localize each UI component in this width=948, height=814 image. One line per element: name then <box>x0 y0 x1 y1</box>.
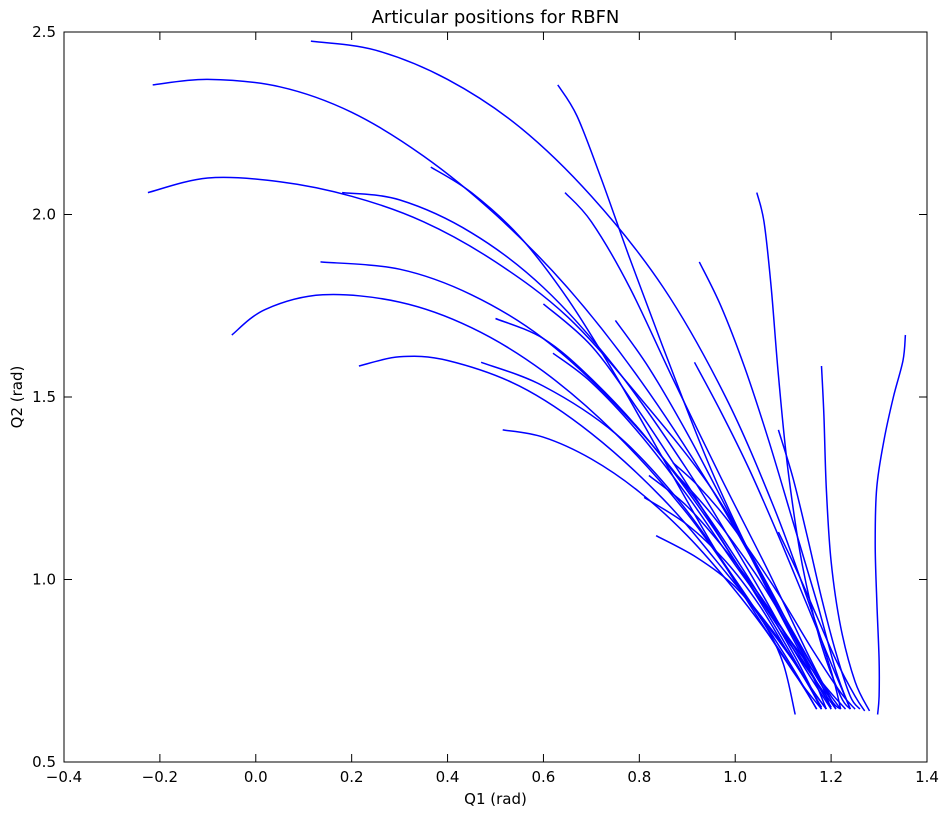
y-tick-label: 2.0 <box>32 206 56 224</box>
trajectory-line-20 <box>693 361 851 710</box>
trajectory-line-10 <box>480 361 818 710</box>
y-tick-label: 0.5 <box>32 753 56 771</box>
trajectory-line-18 <box>648 474 832 708</box>
trajectory-line-2 <box>152 78 832 710</box>
trajectory-line-3 <box>147 176 827 710</box>
trajectory-line-22 <box>756 192 851 710</box>
y-axis: 0.5 1.0 1.5 2.0 2.5 <box>32 23 927 771</box>
trajectory-line-28 <box>552 352 847 710</box>
trajectory-line-7 <box>358 355 823 708</box>
trajectory-line-11 <box>495 317 827 710</box>
x-axis-label: Q1 (rad) <box>464 790 527 808</box>
y-tick-label: 1.5 <box>32 388 56 406</box>
series-lines-group <box>147 40 907 715</box>
x-tick-label: 1.0 <box>723 768 747 786</box>
trajectory-line-23 <box>777 429 861 710</box>
x-tick-label: −0.4 <box>46 768 82 786</box>
x-tick-label: 0.8 <box>627 768 651 786</box>
trajectory-line-26 <box>874 334 907 715</box>
trajectory-line-27 <box>672 462 856 710</box>
trajectory-line-1 <box>310 40 842 710</box>
x-tick-label: 0.4 <box>436 768 460 786</box>
trajectory-line-16 <box>643 496 827 710</box>
chart-title: Articular positions for RBFN <box>372 7 620 28</box>
trajectory-line-17 <box>655 535 796 715</box>
trajectory-line-14 <box>564 192 837 710</box>
y-tick-label: 1.0 <box>32 571 56 589</box>
x-tick-label: 0.0 <box>244 768 268 786</box>
y-tick-label: 2.5 <box>32 23 56 41</box>
x-tick-label: 1.4 <box>915 768 939 786</box>
trajectory-line-19 <box>669 467 842 710</box>
trajectory-line-25 <box>820 365 871 712</box>
x-axis: −0.4 −0.2 0.0 0.2 0.4 0.6 0.8 1.0 1.2 1.4 <box>46 32 939 786</box>
trajectory-line-24 <box>777 531 866 712</box>
x-tick-label: −0.2 <box>142 768 178 786</box>
x-tick-label: 0.6 <box>532 768 556 786</box>
trajectory-line-21 <box>698 261 852 710</box>
x-tick-label: 1.2 <box>819 768 843 786</box>
x-tick-label: 0.2 <box>340 768 364 786</box>
y-axis-label: Q2 (rad) <box>8 366 26 429</box>
